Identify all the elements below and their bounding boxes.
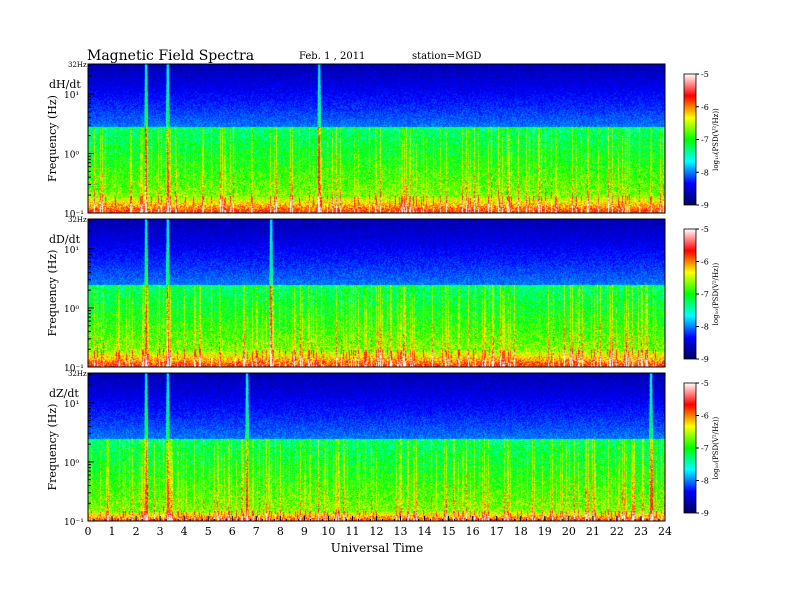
y-tick-label: 10⁻¹	[64, 364, 84, 374]
y-tick-label: 10¹	[64, 91, 79, 101]
x-tick-label: 18	[514, 525, 528, 538]
colorbar-tick-label: -5	[701, 379, 709, 388]
panel-dhdt: dH/dt 32Hz Frequency (Hz) 10¹ 10⁰ 10⁻¹ -5 -6 -7 -…	[46, 61, 720, 220]
panel-dzdt: dZ/dt 32Hz Frequency (Hz) 10¹ 10⁰ 10⁻¹ -5 -6 -7 -…	[46, 370, 720, 528]
panel-label: dD/dt	[49, 233, 81, 246]
y-tick-label: 10⁰	[64, 151, 79, 161]
y-tick-label: 10⁰	[64, 305, 79, 315]
x-tick-label: 17	[490, 525, 504, 538]
top-frequency-label: 32Hz	[68, 370, 87, 378]
y-tick-label: 10⁻¹	[64, 210, 84, 220]
y-tick-label: 10⁰	[64, 459, 79, 469]
colorbar-tick-label: -5	[701, 225, 709, 234]
colorbar-label: log₁₀(PSD(V²/Hz))	[712, 108, 720, 171]
y-axis-label: Frequency (Hz)	[46, 404, 59, 491]
x-tick-label: 21	[586, 525, 600, 538]
x-tick-label: 23	[634, 525, 648, 538]
colorbar-tick-label: -8	[701, 168, 709, 177]
x-tick-label: 24	[658, 525, 672, 538]
x-tick-label: 2	[133, 525, 140, 538]
x-tick-label: 8	[277, 525, 284, 538]
colorbar-tick-label: -6	[701, 412, 709, 421]
colorbar-tick-label: -7	[701, 290, 709, 299]
colorbar	[683, 73, 697, 206]
x-tick-label: 19	[538, 525, 552, 538]
colorbar-label: log₁₀(PSD(V²/Hz))	[712, 416, 720, 479]
x-tick-label: 7	[253, 525, 260, 538]
top-frequency-label: 32Hz	[68, 216, 87, 224]
x-tick-label: 1	[109, 525, 116, 538]
panel-label: dH/dt	[49, 78, 81, 91]
colorbar-label: log₁₀(PSD(V²/Hz))	[712, 262, 720, 325]
colorbar-tick-label: -8	[701, 323, 709, 332]
colorbar-tick-label: -7	[701, 136, 709, 145]
figure-title: Magnetic Field Spectra	[87, 48, 254, 64]
x-tick-label: 5	[205, 525, 212, 538]
x-tick-label: 4	[181, 525, 188, 538]
plot-frame	[87, 63, 666, 214]
x-tick-label: 11	[345, 525, 359, 538]
y-tick-label: 10¹	[64, 400, 79, 410]
spectrogram-image	[88, 373, 665, 521]
x-tick-label: 14	[418, 525, 432, 538]
station-label: station=MGD	[412, 51, 481, 62]
y-tick-label: 10⁻¹	[64, 518, 84, 528]
panel-label: dZ/dt	[49, 387, 79, 400]
plot-frame	[87, 218, 666, 368]
colorbar	[683, 228, 697, 360]
x-tick-label: 16	[466, 525, 480, 538]
spectrogram-image	[88, 219, 665, 367]
x-tick-label: 22	[610, 525, 624, 538]
colorbar-tick-label: -9	[701, 201, 709, 210]
colorbar-tick-label: -9	[701, 509, 709, 518]
colorbar	[683, 382, 697, 514]
y-tick-label: 10¹	[64, 246, 79, 256]
y-axis-label: Frequency (Hz)	[46, 95, 59, 182]
colorbar-tick-label: -6	[701, 258, 709, 267]
colorbar-tick-label: -9	[701, 355, 709, 364]
x-tick-label: 6	[229, 525, 236, 538]
y-axis-label: Frequency (Hz)	[46, 250, 59, 337]
colorbar-tick-label: -7	[701, 444, 709, 453]
x-tick-label: 9	[301, 525, 308, 538]
colorbar-tick-label: -6	[701, 103, 709, 112]
x-tick-label: 15	[442, 525, 456, 538]
x-tick-label: 10	[321, 525, 335, 538]
x-tick-label: 20	[562, 525, 576, 538]
date-label: Feb. 1 , 2011	[299, 51, 365, 62]
x-tick-label: 3	[157, 525, 164, 538]
colorbar-tick-label: -8	[701, 477, 709, 486]
x-tick-label: 0	[85, 525, 92, 538]
panel-dddt: dD/dt 32Hz Frequency (Hz) 10¹ 10⁰ 10⁻¹ -5 -6 -7 -…	[46, 216, 720, 374]
x-axis-label: Universal Time	[331, 541, 424, 555]
x-axis: 0 1 2 3 4 5 6 7 8 9 10 11 12 13 14 15 16 17 18 19 20 21 22 23 24	[85, 516, 672, 538]
top-frequency-label: 32Hz	[68, 61, 87, 69]
x-tick-label: 13	[394, 525, 408, 538]
spectrogram-panels: dH/dt 32Hz Frequency (Hz) 10¹ 10⁰ 10⁻¹ -5 -6 -7 -…	[46, 61, 720, 528]
spectrogram-image	[88, 64, 665, 213]
colorbar-tick-label: -5	[701, 70, 709, 79]
x-tick-label: 12	[370, 525, 384, 538]
